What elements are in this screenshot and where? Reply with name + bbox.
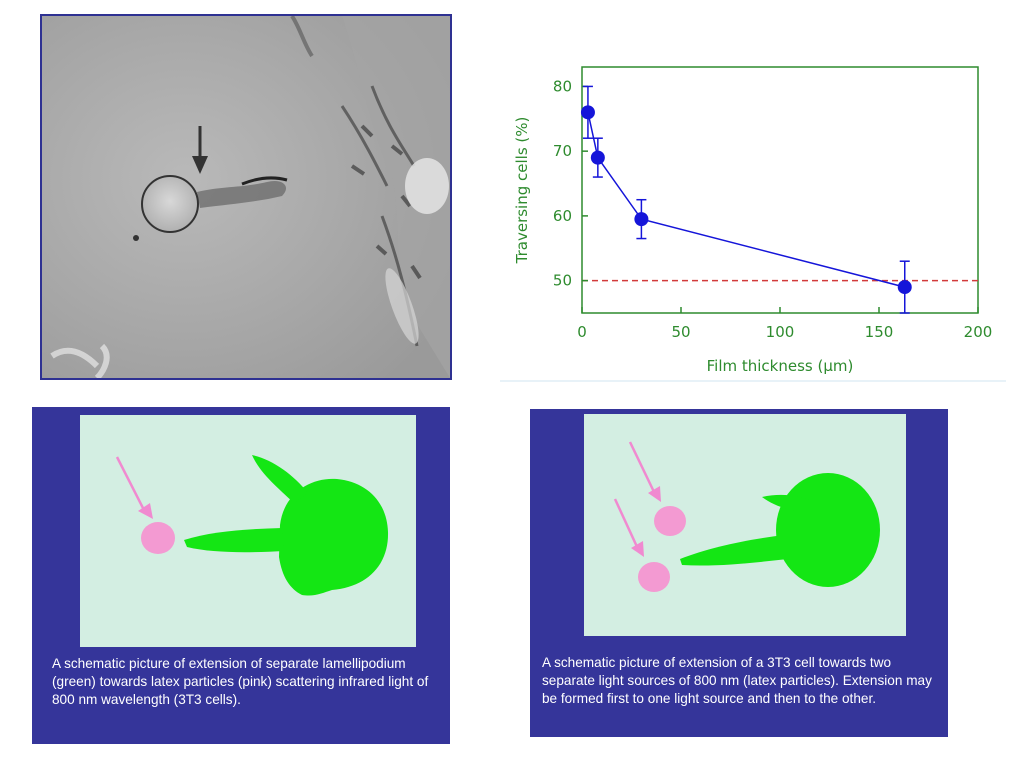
cell-body (279, 478, 389, 596)
pink-arrow-icon (613, 498, 640, 550)
schematic-panel-single-particle: A schematic picture of extension of sepa… (32, 407, 450, 744)
micrograph-image (40, 14, 452, 380)
caption-left: A schematic picture of extension of sepa… (52, 656, 429, 707)
data-point (897, 280, 912, 295)
pink-arrow-icon (115, 456, 147, 513)
x-tick-label: 100 (766, 323, 795, 341)
pink-arrow-icon (628, 441, 657, 495)
x-tick-label: 150 (865, 323, 894, 341)
traversing-cells-chart: 0 50 100 150 200 50 60 70 80 Film thickness (μm) T… (500, 55, 1010, 385)
data-point (634, 212, 649, 227)
latex-particle-upper (654, 506, 686, 536)
y-tick-label: 70 (553, 142, 572, 160)
y-axis-label: Traversing cells (%) (513, 117, 531, 265)
schematic-panel-two-particles: A schematic picture of extension of a 3T… (530, 409, 948, 737)
cell-body (776, 473, 880, 587)
x-axis-label: Film thickness (μm) (707, 357, 854, 375)
caption-right: A schematic picture of extension of a 3T… (542, 655, 932, 706)
x-tick-label: 50 (671, 323, 690, 341)
y-tick-label: 80 (553, 77, 572, 95)
lamellipodium (184, 528, 284, 553)
plot-frame (581, 66, 979, 314)
y-tick-label: 60 (553, 207, 572, 225)
micrograph-drawing (42, 16, 450, 378)
chart-canvas: 0 50 100 150 200 50 60 70 80 Film thickness (μm) T… (500, 66, 1006, 382)
data-point (590, 150, 605, 165)
x-tick-label: 0 (577, 323, 587, 341)
schematic-single-particle (80, 415, 416, 647)
data-point (580, 105, 595, 120)
latex-particle-lower (638, 562, 670, 592)
series-line (587, 112, 905, 288)
lamellipodium (680, 535, 788, 566)
x-tick-label: 200 (964, 323, 993, 341)
y-tick-label: 50 (553, 272, 572, 290)
latex-particle (141, 522, 175, 554)
schematic-two-particles (584, 414, 906, 636)
